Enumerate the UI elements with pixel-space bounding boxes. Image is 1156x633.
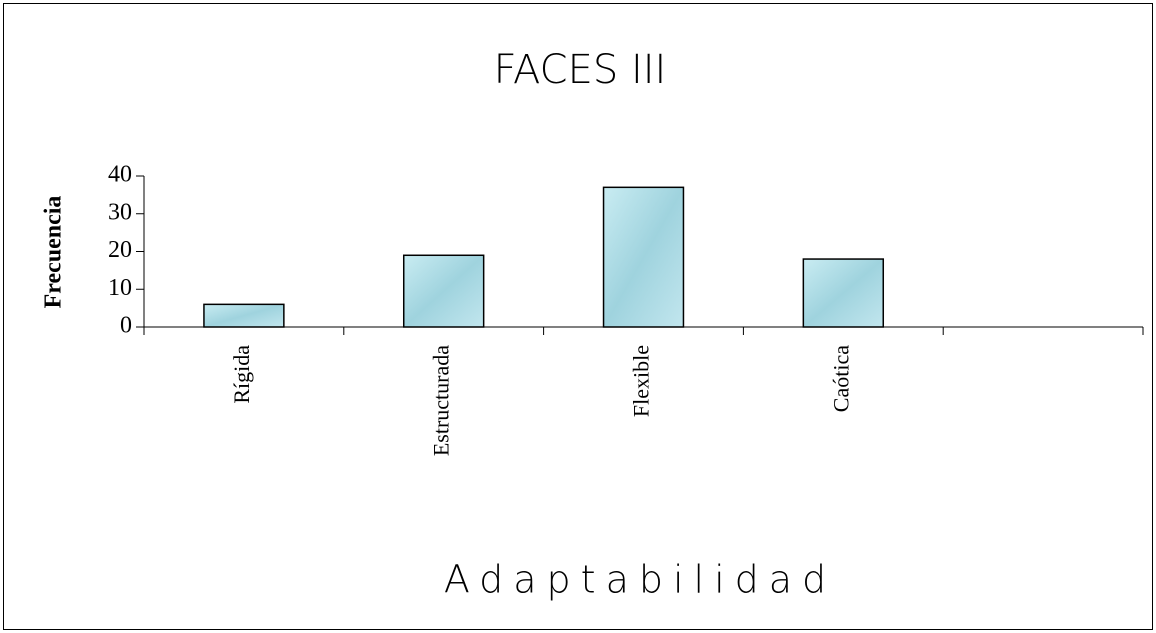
y-tick-label: 20	[108, 237, 132, 263]
y-tick-label: 10	[108, 275, 132, 301]
bar	[402, 254, 485, 328]
bar	[602, 186, 685, 328]
y-axis-label: Frecuencia	[41, 196, 67, 309]
y-tick-label: 40	[108, 162, 132, 188]
bar	[203, 303, 285, 328]
chart-title: FACES III	[494, 47, 667, 93]
bar	[802, 258, 885, 328]
x-tick-label: Estructurada	[429, 345, 454, 456]
x-tick-label: Flexible	[629, 345, 654, 417]
x-axis-label: Adaptabilidad	[444, 558, 836, 602]
y-tick-label: 30	[108, 199, 132, 225]
x-tick-label: Caótica	[828, 345, 853, 412]
x-tick-label: Rígida	[229, 345, 254, 404]
chart-frame	[3, 3, 1153, 630]
y-tick-label: 0	[120, 313, 132, 339]
